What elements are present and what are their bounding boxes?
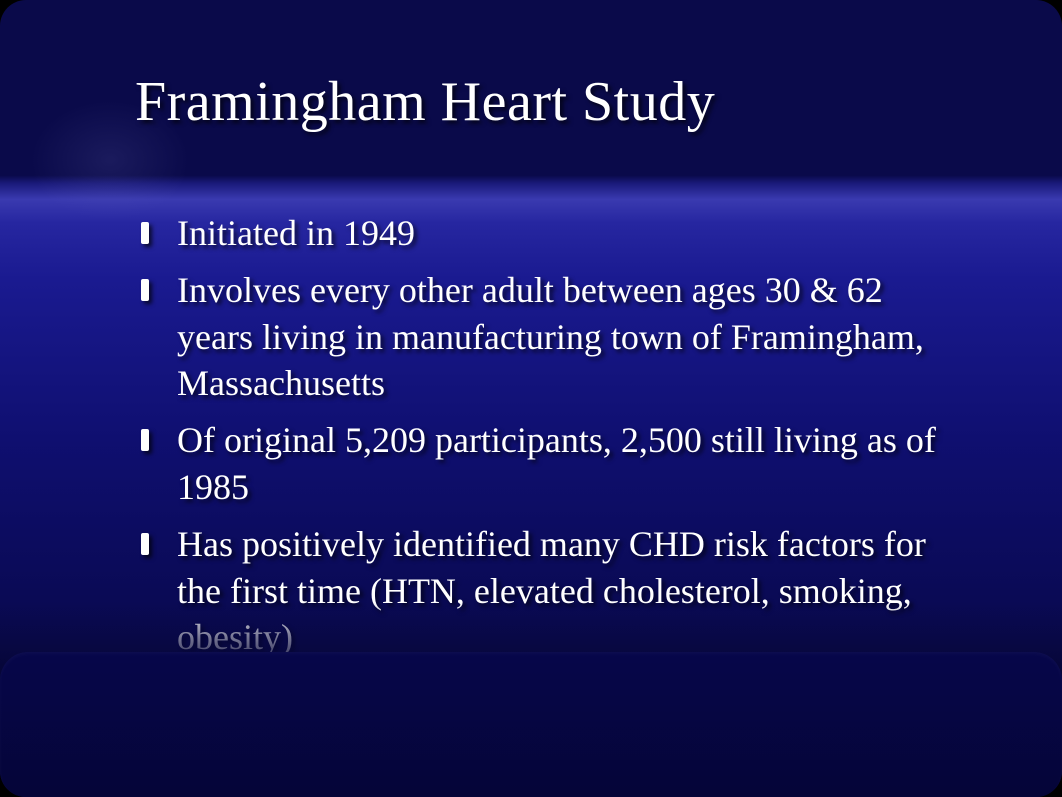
bullet-item: Initiated in 1949 [135, 210, 945, 257]
slide-title: Framingham Heart Study [135, 70, 715, 134]
slide: Framingham Heart Study Initiated in 1949… [0, 0, 1062, 797]
bottom-panel [0, 652, 1062, 797]
bullet-item: Has positively identified many CHD risk … [135, 521, 945, 661]
bullet-item: Involves every other adult between ages … [135, 267, 945, 407]
bullet-item: Of original 5,209 participants, 2,500 st… [135, 417, 945, 511]
bullet-list: Initiated in 1949 Involves every other a… [135, 210, 945, 671]
